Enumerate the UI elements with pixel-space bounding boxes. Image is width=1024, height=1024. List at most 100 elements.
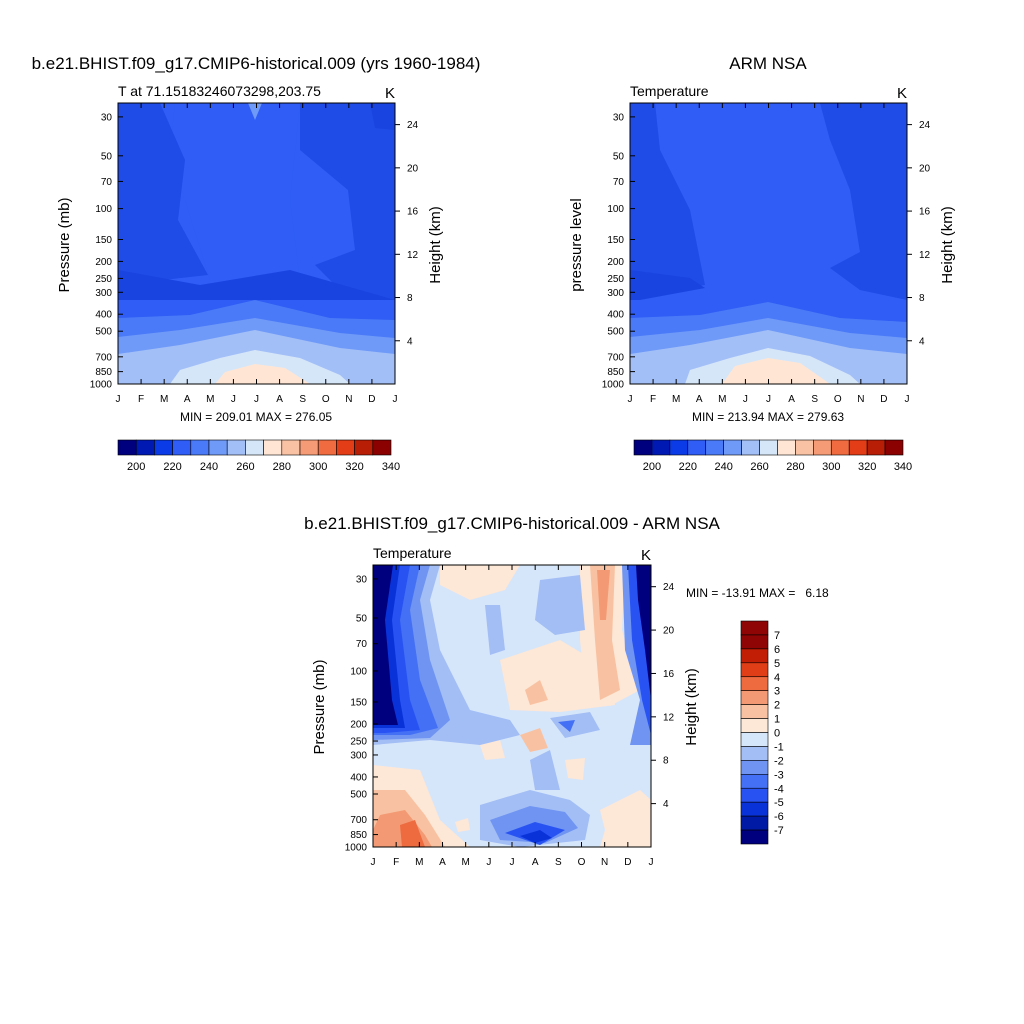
y-right-tick-label: 8 [407,293,413,304]
x-tick-label: J [628,394,633,405]
colorbar-swatch [154,439,173,456]
panel-model-units: K [385,85,395,102]
colorbar-label: 200 [127,461,145,473]
panel-obs-title: ARM NSA [729,54,807,73]
x-tick-label: J [510,857,515,868]
panel-model-subtitle: T at 71.15183246073298,203.75 [118,83,321,99]
x-tick-label: O [322,394,330,405]
x-tick-label: M [160,394,168,405]
x-tick-label: M [718,394,726,405]
colorbar-label: 220 [163,461,181,473]
colorbar-swatch [740,801,769,817]
colorbar-label: 6 [774,644,780,656]
y-tick-label: 850 [95,367,112,378]
panel-diff-colorbar: 7 6 5 4 3 2 1 0-1 -2 -3 -4 -5 -6 -7 [740,620,784,845]
y-tick-label: 1000 [90,380,113,391]
y-tick-label: 200 [607,257,624,268]
x-tick-label: S [811,394,818,405]
y-tick-label: 70 [613,177,625,188]
y-tick-label: 250 [607,274,624,285]
y-tick-label: 50 [613,151,625,162]
colorbar-label: -2 [774,755,784,767]
x-tick-label: D [368,394,375,405]
y-right-tick-label: 12 [919,250,931,261]
panel-obs-ylabel: pressure level [568,198,585,291]
colorbar-swatch [633,439,653,456]
y-tick-label: 400 [95,310,112,321]
colorbar-swatch [372,439,392,456]
colorbar-swatch [208,439,228,456]
colorbar-swatch [866,439,886,456]
colorbar-swatch [336,439,355,456]
x-tick-label: J [231,394,236,405]
colorbar-label: -4 [774,783,784,795]
x-tick-label: J [743,394,748,405]
colorbar-label: 280 [786,461,804,473]
x-tick-label: A [276,394,283,405]
y-tick-label: 30 [356,574,368,585]
colorbar-swatch [740,704,769,719]
panel-obs-axes: J F M A M J J A S O N D J 30 50 70 100 150 200 250 300 400 500… [602,103,931,405]
colorbar-label: 1 [774,714,780,726]
y-right-tick-label: 24 [407,120,419,131]
colorbar-swatch [740,829,769,845]
colorbar-swatch [830,439,850,456]
colorbar-swatch [740,620,769,636]
colorbar-label: 5 [774,658,780,670]
y-tick-label: 150 [350,697,367,708]
x-tick-label: M [415,857,423,868]
y-right-tick-label: 4 [407,336,413,347]
y-tick-label: 100 [350,666,367,677]
y-right-tick-label: 20 [919,163,931,174]
y-tick-label: 300 [607,288,624,299]
colorbar-swatch [759,439,778,456]
colorbar-swatch [740,760,769,775]
colorbar-label: 320 [858,461,876,473]
y-tick-label: 500 [607,327,624,338]
colorbar-swatch [777,439,796,456]
colorbar-swatch [651,439,671,456]
y-right-tick-label: 16 [919,207,931,218]
x-tick-label: F [650,394,656,405]
y-tick-label: 250 [95,274,112,285]
y-tick-label: 50 [356,613,368,624]
colorbar-label: 260 [750,461,768,473]
colorbar-swatch [848,439,868,456]
y-right-tick-label: 12 [407,250,419,261]
colorbar-swatch [281,439,301,456]
panel-model-axes: J F M A M J J A S O N D J 30 50 70 100 150 200 250 300 400 500… [90,103,419,405]
y-right-tick-label: 8 [663,756,669,767]
panel-diff-axes: J F M A M J J A S O N D J 30 50 70 100 150 200 250 300 400 500… [345,565,675,868]
colorbar-label: 200 [643,461,661,473]
colorbar-swatch [299,439,319,456]
x-tick-label: J [393,394,398,405]
panel-diff-title: b.e21.BHIST.f09_g17.CMIP6-historical.009… [304,514,720,533]
colorbar-label: 4 [774,672,780,684]
x-tick-label: O [578,857,586,868]
x-tick-label: A [439,857,446,868]
x-tick-label: A [696,394,703,405]
panel-model-ylabel: Pressure (mb) [56,197,73,292]
panel-model-stats: MIN = 209.01 MAX = 276.05 [180,410,332,424]
x-tick-label: A [788,394,795,405]
colorbar-label: -7 [774,825,784,837]
x-tick-label: F [393,857,399,868]
colorbar-label: -3 [774,769,784,781]
colorbar-swatch [795,439,814,456]
y-tick-label: 100 [607,204,624,215]
colorbar-swatch [723,439,742,456]
y-tick-label: 700 [607,352,624,363]
panel-diff-contours [373,565,651,847]
x-tick-label: N [857,394,864,405]
x-tick-label: N [345,394,352,405]
x-tick-label: A [532,857,539,868]
y-right-tick-label: 12 [663,712,675,723]
colorbar-swatch [226,439,246,456]
y-right-tick-label: 16 [663,669,675,680]
y-tick-label: 500 [350,790,367,801]
panel-diff-ylabel: Pressure (mb) [311,659,328,754]
x-tick-label: O [834,394,842,405]
colorbar-label: 280 [273,461,291,473]
x-tick-label: J [649,857,654,868]
panel-obs-colorbar: 200 220 240 260 280 300 320 340 [633,439,912,473]
